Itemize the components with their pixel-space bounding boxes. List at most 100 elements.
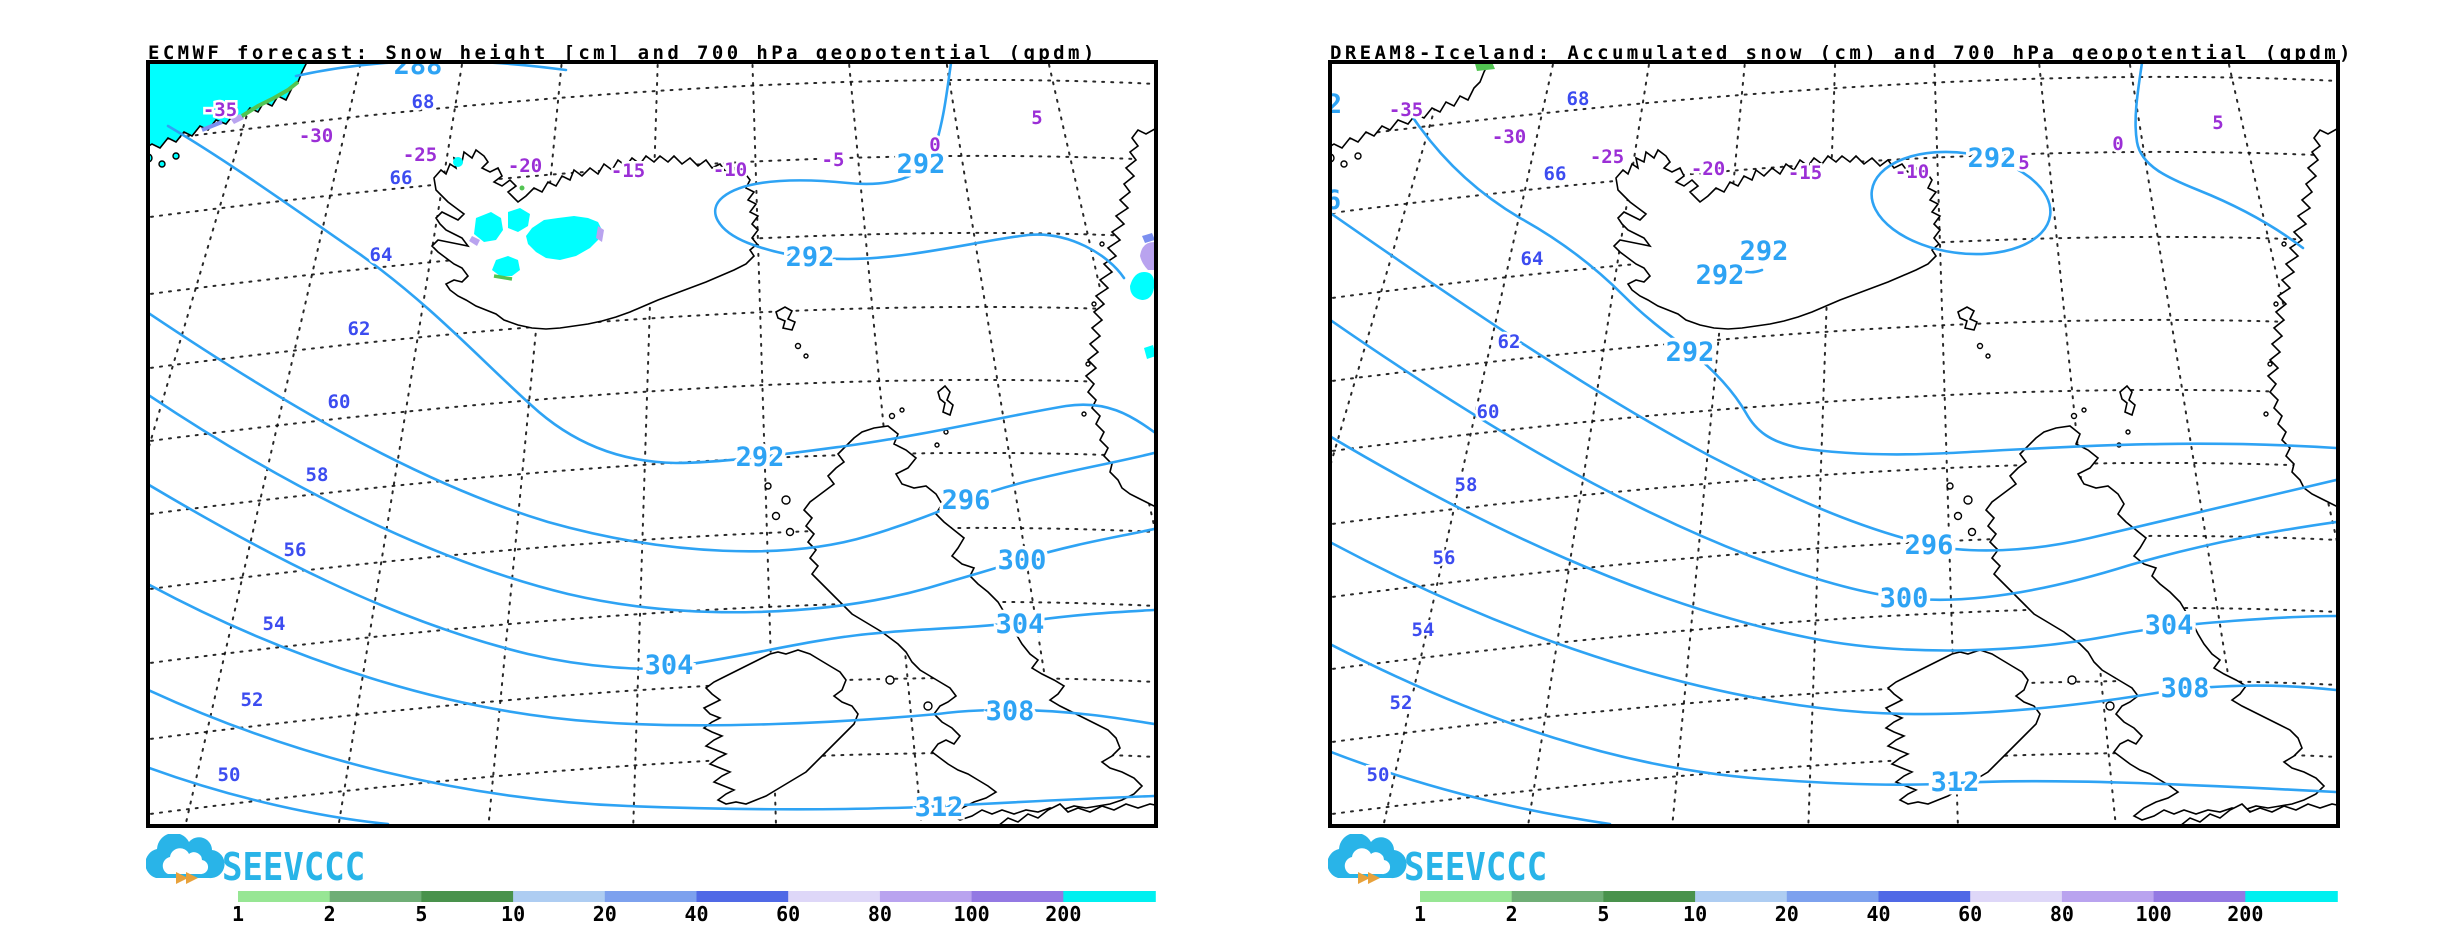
colorbar-segment: [1511, 891, 1605, 902]
arrow-icon: [1358, 872, 1370, 884]
colorbar-segment: [879, 891, 973, 902]
snow-colorbar: 1 2 5 10 20 40 60 80 100 200: [232, 891, 1156, 925]
geopotential-contours: [150, 64, 1154, 824]
latitude-label: 68: [412, 91, 435, 113]
colorbar-segment: [1603, 891, 1696, 902]
colorbar-value: 2: [324, 902, 336, 925]
dream8-footer: SEEVCCC 1 2 5 10 20 40 60 80 100 200: [1328, 834, 2338, 925]
latitude-label: 60: [328, 391, 351, 413]
longitude-label: -20: [508, 155, 542, 177]
contour-label-292: 292: [1666, 337, 1715, 368]
coast-faroe: [775, 306, 797, 331]
contour-label-312: 312: [1931, 767, 1980, 798]
panel-ecmwf: ECMWF forecast: Snow height [cm] and 700…: [146, 0, 1166, 925]
latitude-label: 50: [1367, 764, 1390, 786]
coast-france: [2181, 803, 2336, 824]
contour-label-300: 300: [1880, 583, 1929, 614]
longitude-label: -25: [1590, 146, 1624, 168]
longitude-label: -30: [1492, 126, 1526, 148]
colorbar-segment: [1786, 891, 1880, 902]
contour-label-300: 300: [998, 545, 1047, 576]
coast-ireland: [702, 649, 859, 805]
colorbar-segment: [1420, 891, 1513, 902]
colorbar-value: 100: [954, 902, 990, 925]
coast-norway: [1084, 128, 1154, 507]
longitude-label: -5: [822, 149, 845, 171]
contour-label-312: 312: [915, 792, 964, 823]
contour-label-292: 292: [786, 242, 835, 273]
colorbar-segment: [1970, 891, 2063, 902]
colorbar-segment: [696, 891, 789, 902]
coast-france: [999, 803, 1154, 824]
latitude-label: 64: [370, 244, 393, 266]
coast-greenland: [1332, 64, 1489, 150]
longitude-label: 5: [2018, 152, 2029, 174]
longitude-label: -10: [1895, 161, 1929, 183]
colorbar-segment: [1695, 891, 1788, 902]
arrow-icon: [176, 872, 188, 884]
longitude-label: -20: [1691, 158, 1725, 180]
longitude-label: -10: [713, 159, 747, 181]
colorbar-segment: [788, 891, 881, 902]
snow-patches: [201, 80, 1154, 359]
colorbar-value: 10: [1683, 902, 1707, 925]
coast-faroe: [1957, 306, 1979, 331]
longitude-label: 5: [1031, 107, 1042, 129]
longitude-label: -25: [403, 144, 437, 166]
colorbar-segment: [2061, 891, 2155, 902]
colorbar-value: 200: [2227, 902, 2263, 925]
colorbar-value: 40: [1866, 902, 1890, 925]
colorbar-segment: [971, 891, 1065, 902]
colorbar-value: 2: [1506, 902, 1518, 925]
logo-text: SEEVCCC: [222, 845, 365, 889]
colorbar-segment: [2245, 891, 2338, 902]
colorbar-value: 5: [415, 902, 427, 925]
colorbar-value: 60: [1958, 902, 1982, 925]
contour-label-296: 296: [942, 485, 991, 516]
colorbar-value: 20: [1775, 902, 1799, 925]
coastlines: [1332, 64, 2336, 824]
coast-britain: [802, 425, 1144, 821]
latitude-label: 62: [348, 318, 371, 340]
seevccc-logo: SEEVCCC: [1328, 834, 1547, 889]
colorbar-segment: [513, 891, 606, 902]
contour-label-296: 296: [1905, 530, 1954, 561]
longitude-label: -35: [203, 99, 237, 121]
colorbar-segment: [1878, 891, 1971, 902]
latitude-label: 64: [1521, 248, 1544, 270]
colorbar-value: 20: [593, 902, 617, 925]
longitude-label: 5: [2212, 112, 2223, 134]
latitude-label: 66: [1544, 163, 1567, 185]
colorbar-segment: [329, 891, 423, 902]
contour-label-308: 308: [2161, 673, 2210, 704]
longitude-label: -30: [299, 125, 333, 147]
coast-britain: [1984, 425, 2326, 821]
contour-label-304: 304: [2145, 610, 2194, 641]
colorbar-value: 100: [2136, 902, 2172, 925]
contour-label-308: 308: [986, 696, 1035, 727]
contour-label-304: 304: [645, 650, 694, 681]
geopotential-contours: [1332, 64, 2336, 824]
colorbar-segment: [238, 891, 331, 902]
dream8-map: 29229229229229630030430831226-35-30-25-2…: [1328, 60, 2340, 828]
contour-label-292: 292: [1968, 143, 2017, 174]
latitude-label: 54: [263, 613, 286, 635]
colorbar-segment: [421, 891, 514, 902]
contour-label-292: 292: [897, 149, 946, 180]
latitude-label: 68: [1567, 88, 1590, 110]
latitude-label: 60: [1477, 401, 1500, 423]
contour-label-292: 292: [1696, 260, 1745, 291]
snow-colorbar: 1 2 5 10 20 40 60 80 100 200: [1414, 891, 2338, 925]
colorbar-value: 5: [1597, 902, 1609, 925]
latitude-label: 58: [1455, 474, 1478, 496]
coast-shetland: [937, 384, 954, 417]
ecmwf-title-line1: ECMWF forecast: Snow height [cm] and 700…: [148, 42, 1098, 64]
latitude-label: 50: [218, 764, 241, 786]
latitude-label: 62: [1498, 331, 1521, 353]
contour-label-292: 292: [1740, 236, 1789, 267]
latitude-label: 56: [284, 539, 307, 561]
contour-label-304: 304: [996, 609, 1045, 640]
seevccc-logo: SEEVCCC: [146, 834, 365, 889]
